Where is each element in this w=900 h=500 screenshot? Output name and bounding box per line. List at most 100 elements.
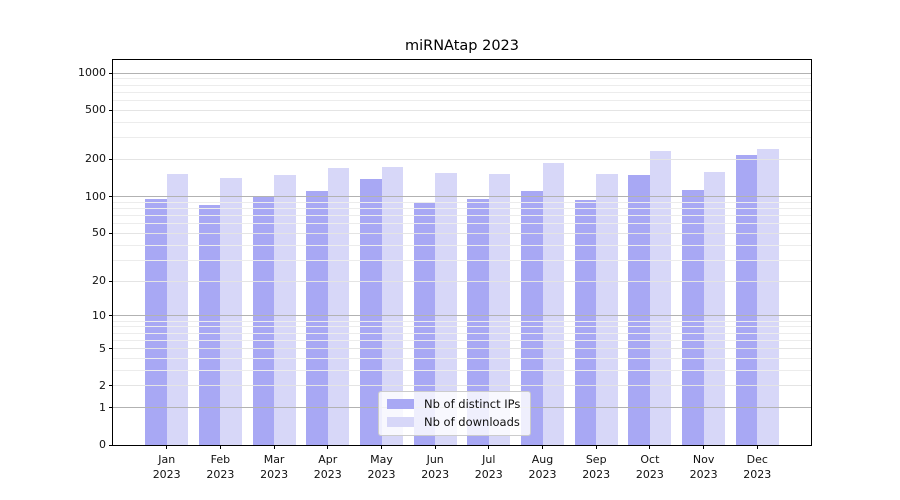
y-tick-label: 1000 <box>78 66 106 79</box>
chart-title: miRNAtap 2023 <box>404 38 520 54</box>
grid-line-minor <box>113 121 811 123</box>
grid-line-minor <box>113 320 811 322</box>
bar-downloads <box>757 149 779 445</box>
y-tick-mark <box>109 315 113 317</box>
bar-distinct-ips <box>413 201 436 445</box>
bar-distinct-ips <box>467 199 489 445</box>
legend: Nb of distinct IPs Nb of downloads <box>378 391 532 436</box>
bar-distinct-ips <box>574 199 597 445</box>
bar-downloads <box>166 173 189 445</box>
grid-line-major <box>113 196 811 197</box>
grid-line-minor <box>113 259 811 261</box>
bar-distinct-ips <box>735 155 758 445</box>
bar-downloads <box>596 174 618 445</box>
x-tick-mark <box>649 445 651 449</box>
bar-downloads <box>274 174 296 445</box>
y-tick-mark <box>109 109 113 111</box>
bar-distinct-ips <box>198 205 221 445</box>
y-tick-mark <box>109 158 113 160</box>
y-tick-label: 100 <box>85 189 106 203</box>
x-tick-label: Jan 2023 <box>152 453 181 481</box>
grid-line <box>113 348 811 349</box>
bar-distinct-ips <box>145 199 167 445</box>
y-tick-mark <box>109 385 113 387</box>
y-tick-mark <box>109 444 113 446</box>
grid-line-major <box>113 315 811 317</box>
bar-distinct-ips <box>628 174 650 445</box>
y-tick-label: 20 <box>92 274 106 288</box>
grid-line-minor <box>113 339 811 341</box>
x-tick-mark <box>434 445 436 449</box>
legend-label: Nb of distinct IPs <box>424 397 521 411</box>
x-tick-label: Apr 2023 <box>313 453 342 481</box>
grid-line-minor <box>113 326 811 328</box>
legend-swatch-downloads <box>387 417 414 427</box>
x-tick-label: Feb 2023 <box>206 453 235 481</box>
grid-line <box>113 232 811 234</box>
grid-line-minor <box>113 201 811 203</box>
y-tick-mark <box>109 407 113 409</box>
grid-line <box>113 280 811 282</box>
x-tick-label: Aug 2023 <box>528 453 557 481</box>
y-tick-mark <box>109 232 113 234</box>
x-tick-mark <box>381 445 382 449</box>
grid-line-minor <box>113 223 811 225</box>
x-tick-mark <box>542 445 543 449</box>
bar-distinct-ips <box>306 191 328 445</box>
x-tick-label: Sep 2023 <box>582 453 611 481</box>
grid-line-minor <box>113 84 811 86</box>
legend-item: Nb of distinct IPs <box>387 397 520 411</box>
grid-line-major <box>113 72 811 74</box>
bar-downloads <box>327 167 350 445</box>
y-tick-label: 50 <box>92 226 106 240</box>
x-tick-mark <box>166 445 168 449</box>
grid-line-minor <box>113 332 811 334</box>
grid-line-minor <box>113 369 811 371</box>
x-tick-mark <box>595 445 597 449</box>
bar-downloads <box>488 174 511 445</box>
y-tick-mark <box>109 348 113 349</box>
grid-line-minor <box>113 215 811 216</box>
x-tick-label: Jun 2023 <box>421 453 450 481</box>
x-tick-label: Mar 2023 <box>260 453 289 481</box>
bar-distinct-ips <box>521 191 543 445</box>
y-tick-label: 500 <box>85 103 106 117</box>
grid-line <box>113 158 811 160</box>
y-tick-mark <box>109 72 113 74</box>
x-tick-mark <box>219 445 221 449</box>
legend-label: Nb of downloads <box>424 415 520 429</box>
x-tick-label: Oct 2023 <box>635 453 664 481</box>
x-tick-mark <box>273 445 275 449</box>
y-tick-label: 5 <box>99 341 106 355</box>
bar-downloads <box>703 172 726 445</box>
x-tick-label: Nov 2023 <box>689 453 718 481</box>
y-tick-label: 2 <box>99 378 106 392</box>
grid-line <box>113 385 811 387</box>
grid-line-minor <box>113 137 811 139</box>
grid-line <box>113 109 811 111</box>
legend-item: Nb of downloads <box>387 415 520 429</box>
bar-downloads <box>381 167 403 445</box>
x-tick-label: Jul 2023 <box>474 453 503 481</box>
bar-downloads <box>435 173 457 445</box>
y-tick-label: 0 <box>99 438 106 451</box>
x-tick-label: Dec 2023 <box>743 453 772 481</box>
x-tick-mark <box>488 445 490 449</box>
y-tick-mark <box>109 280 113 282</box>
y-tick-mark <box>109 196 113 197</box>
bar-downloads <box>649 150 672 445</box>
y-tick-label: 1 <box>99 400 106 414</box>
grid-line-minor <box>113 100 811 101</box>
x-tick-label: May 2023 <box>367 453 396 481</box>
x-tick-mark <box>756 445 758 449</box>
grid-line-minor <box>113 244 811 246</box>
legend-swatch-distinct-ips <box>387 399 414 409</box>
grid-line-minor <box>113 357 811 359</box>
y-tick-label: 200 <box>85 152 106 166</box>
x-tick-mark <box>703 445 705 449</box>
x-tick-mark <box>327 445 329 449</box>
grid-line-minor <box>113 78 811 80</box>
